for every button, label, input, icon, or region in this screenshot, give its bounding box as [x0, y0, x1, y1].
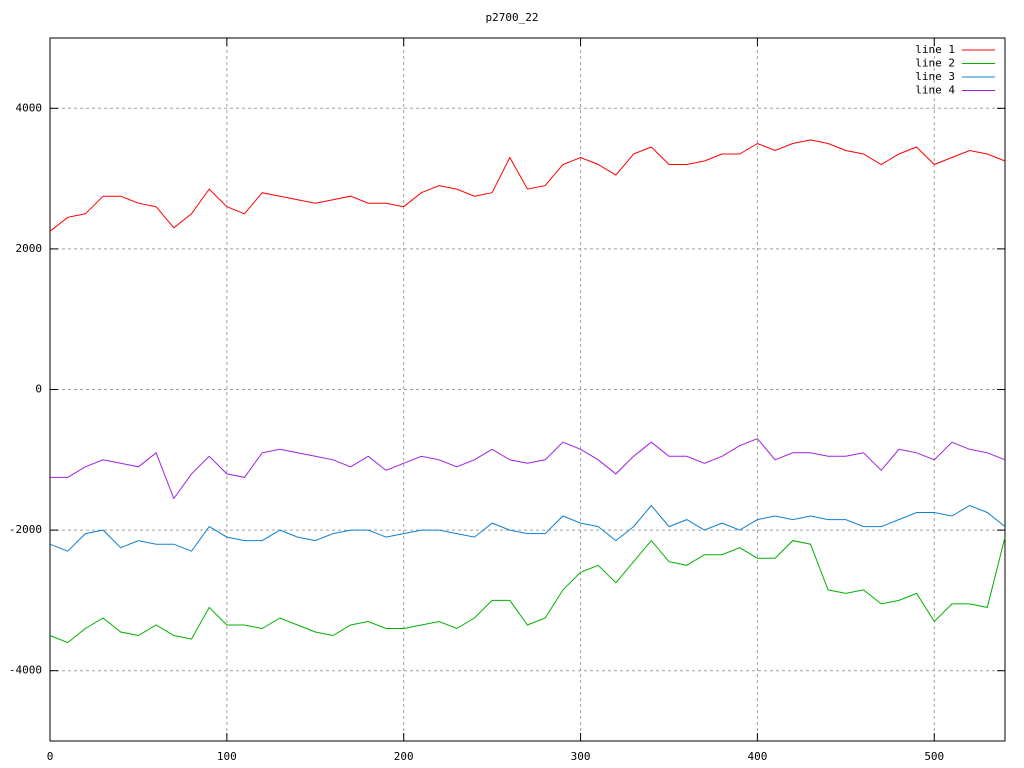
legend-label: line 4	[915, 84, 955, 97]
y-tick-label: -2000	[9, 523, 42, 536]
x-tick-label: 200	[394, 750, 414, 763]
y-tick-label: 2000	[16, 242, 43, 255]
legend-label: line 3	[915, 70, 955, 83]
chart-title: p2700_22	[486, 11, 539, 24]
y-tick-label: 4000	[16, 101, 43, 114]
x-tick-label: 500	[924, 750, 944, 763]
x-tick-label: 0	[47, 750, 54, 763]
data-line	[50, 438, 1006, 500]
y-tick-label: 0	[35, 383, 42, 396]
legend-label: line 2	[915, 57, 955, 70]
data-line	[49, 504, 1006, 552]
legend-label: line 1	[915, 43, 955, 56]
plot-frame	[49, 37, 1006, 742]
y-tick-label: -4000	[9, 664, 42, 677]
data-line	[49, 536, 1006, 644]
data-line	[49, 139, 1006, 232]
x-tick-label: 400	[747, 750, 767, 763]
x-tick-label: 100	[217, 750, 237, 763]
x-tick-label: 300	[571, 750, 591, 763]
